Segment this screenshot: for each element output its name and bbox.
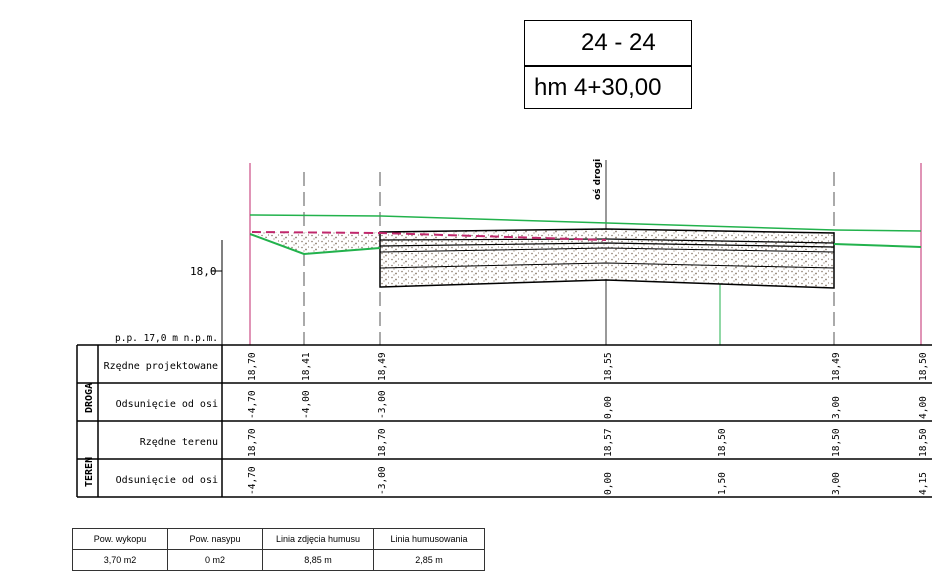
terrain-offset-value: 3,00 xyxy=(831,472,842,495)
design-elev-value: 18,70 xyxy=(247,352,258,381)
design-elev-value: 18,55 xyxy=(603,352,614,381)
row-label-terrain-offset: Odsunięcie od osi xyxy=(116,475,218,486)
road-offset-value: -4,00 xyxy=(301,390,312,419)
layer-line-2 xyxy=(379,242,835,248)
road-offset-value: -4,70 xyxy=(247,390,258,419)
layer-line-4 xyxy=(379,262,835,269)
header-fill-area: Pow. nasypu xyxy=(167,528,263,550)
existing-terrain-line xyxy=(249,214,922,232)
terrain-elev-value: 18,50 xyxy=(717,428,728,457)
road-offset-value: 3,00 xyxy=(831,396,842,419)
design-elev-value: 18,41 xyxy=(301,352,312,381)
road-offset-value: 0,00 xyxy=(603,396,614,419)
design-elev-value: 18,49 xyxy=(831,352,842,381)
station-chainage: hm 4+30,00 xyxy=(524,66,692,109)
humus-strip-line xyxy=(251,231,607,241)
terrain-offset-value: 1,50 xyxy=(717,472,728,495)
terrain-offset-value: 4,15 xyxy=(918,472,929,495)
road-structure xyxy=(379,228,835,289)
value-cut-area: 3,70 m2 xyxy=(72,549,168,571)
right-slope-line xyxy=(833,243,922,248)
design-slope-line xyxy=(249,233,381,256)
terrain-offset-value: -4,70 xyxy=(247,466,258,495)
group-label-teren: TEREN xyxy=(84,457,95,487)
elevation-18-label: 18,0 xyxy=(190,265,217,278)
summary-header-row: Pow. wykopu Pow. nasypu Linia zdjęcia hu… xyxy=(72,528,485,550)
terrain-offset-value: 0,00 xyxy=(603,472,614,495)
terrain-elev-value: 18,57 xyxy=(603,428,614,457)
road-offset-value: 4,00 xyxy=(918,396,929,419)
design-elev-value: 18,49 xyxy=(377,352,388,381)
design-elev-value: 18,50 xyxy=(918,352,929,381)
road-offset-value: -3,00 xyxy=(377,390,388,419)
row-label-design-elev: Rzędne projektowane xyxy=(104,361,218,372)
terrain-elev-value: 18,50 xyxy=(831,428,842,457)
terrain-elev-value: 18,70 xyxy=(247,428,258,457)
cut-area xyxy=(252,232,380,254)
data-table-grid xyxy=(76,344,932,498)
terrain-elev-value: 18,50 xyxy=(918,428,929,457)
header-humus-spread: Linia humusowania xyxy=(373,528,485,550)
header-humus-strip: Linia zdjęcia humusu xyxy=(262,528,374,550)
header-cut-area: Pow. wykopu xyxy=(72,528,168,550)
value-humus-spread: 2,85 m xyxy=(373,549,485,571)
row-label-terrain-elev: Rzędne terenu xyxy=(140,437,218,448)
value-humus-strip: 8,85 m xyxy=(262,549,374,571)
value-fill-area: 0 m2 xyxy=(167,549,263,571)
road-axis-label: oś drogi xyxy=(592,159,603,200)
row-label-road-offset: Odsunięcie od osi xyxy=(116,399,218,410)
layer-line-3 xyxy=(379,247,835,253)
summary-value-row: 3,70 m2 0 m2 8,85 m 2,85 m xyxy=(72,549,485,571)
cross-section-number: 24 - 24 xyxy=(524,20,692,66)
terrain-elev-value: 18,70 xyxy=(377,428,388,457)
datum-label: p.p. 17,0 m n.p.m. xyxy=(115,333,218,344)
earthworks-summary-table: Pow. wykopu Pow. nasypu Linia zdjęcia hu… xyxy=(72,528,485,571)
terrain-offset-value: -3,00 xyxy=(377,466,388,495)
group-label-droga: DROGA xyxy=(84,383,95,413)
